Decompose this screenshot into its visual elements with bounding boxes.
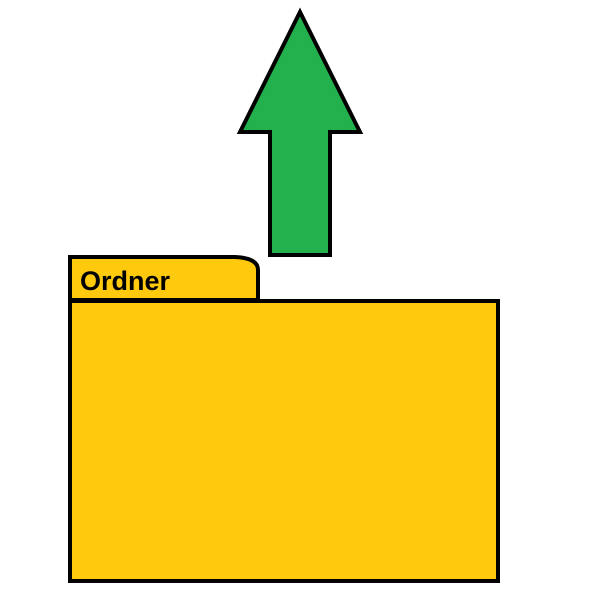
- folder-label: Ordner: [80, 266, 171, 296]
- folder-tab: [68, 255, 260, 302]
- folder-body: [68, 299, 500, 583]
- arrow-shape: [236, 7, 364, 257]
- upload-arrow-icon: [236, 7, 364, 257]
- folder-icon: Ordner: [68, 255, 500, 583]
